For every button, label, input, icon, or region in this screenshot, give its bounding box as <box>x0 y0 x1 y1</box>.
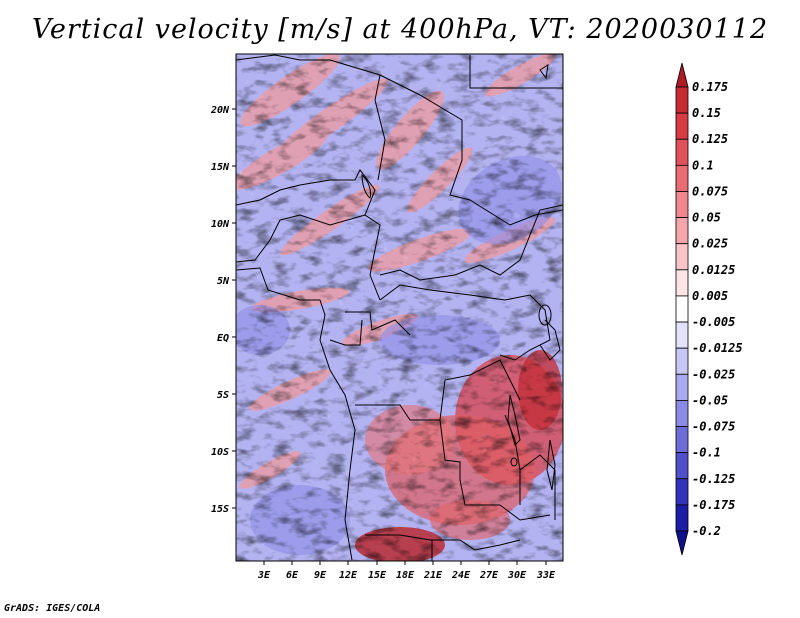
lon-label: 30E <box>507 570 527 581</box>
colorbar-label: -0.1 <box>692 446 721 460</box>
lat-label: 20N <box>210 105 230 116</box>
colorbar-label: 0.0125 <box>692 263 735 277</box>
colorbar-arrow-bottom <box>675 530 689 556</box>
colorbar-swatch <box>675 86 689 114</box>
colorbar-swatch <box>675 112 689 140</box>
colorbar-label: 0.15 <box>692 106 721 120</box>
lon-label: 15E <box>368 570 387 581</box>
colorbar-swatch <box>675 347 689 375</box>
velocity-field <box>236 54 563 561</box>
colorbar-arrow-top <box>675 62 689 88</box>
colorbar-label: -0.0125 <box>692 341 743 355</box>
lon-label: 9E <box>314 570 327 581</box>
colorbar-swatch <box>675 269 689 297</box>
lat-label: EQ <box>217 333 229 344</box>
colorbar-swatch <box>675 400 689 427</box>
colorbar-label: 0.1 <box>692 158 714 172</box>
colorbar-swatch <box>675 243 689 271</box>
colorbar-swatch <box>675 426 689 454</box>
colorbar-swatch <box>675 373 689 401</box>
map-frame <box>235 53 564 562</box>
lon-label: 18E <box>396 570 415 581</box>
colorbar-label: -0.025 <box>692 367 735 381</box>
lat-label: 10N <box>211 219 230 230</box>
lon-label: 6E <box>286 570 299 581</box>
colorbar-swatch <box>675 217 689 245</box>
colorbar-label: 0.075 <box>692 184 728 198</box>
lon-label: 21E <box>423 570 443 581</box>
lat-label: 5S <box>217 390 229 401</box>
colorbar-swatch <box>675 295 689 323</box>
lat-label: 10S <box>211 447 229 458</box>
colorbar-label: -0.175 <box>692 498 735 512</box>
colorbar-swatch <box>675 504 689 532</box>
lon-label: 33E <box>536 570 556 581</box>
colorbar-swatch <box>675 478 689 506</box>
country-borders <box>236 54 563 561</box>
colorbar-swatch <box>675 321 689 349</box>
colorbar: 0.175 0.15 0.125 0.1 0.075 0.05 0.025 0.0125 0.0… <box>675 62 743 556</box>
colorbar-label: -0.2 <box>692 524 721 538</box>
colorbar-label: 0.005 <box>692 289 728 303</box>
colorbar-label: -0.05 <box>692 393 728 407</box>
lakes <box>361 63 556 491</box>
lat-label: 15N <box>211 162 230 173</box>
longitude-labels: 3E 6E 9E 12E 15E 18E 21E 24E 27E 30E 33E <box>257 570 556 581</box>
colorbar-label: -0.075 <box>692 420 735 434</box>
colorbar-swatch <box>675 164 689 192</box>
lat-label: 5N <box>217 276 230 287</box>
figure-title: Vertical velocity [m/s] at 400hPa, VT: 2… <box>31 14 769 45</box>
colorbar-swatch <box>675 191 689 218</box>
lon-label: 3E <box>257 570 271 581</box>
colorbar-swatch <box>675 138 689 166</box>
colorbar-label: 0.05 <box>692 211 721 225</box>
colorbar-label: -0.005 <box>692 315 735 329</box>
lat-label: 15S <box>211 504 229 515</box>
latitude-labels: 20N 15N 10N 5N EQ 5S 10S 15S <box>210 105 230 515</box>
axis-ticks <box>232 108 547 565</box>
lon-label: 27E <box>479 570 499 581</box>
colorbar-label: 0.025 <box>692 237 728 251</box>
colorbar-label: 0.175 <box>692 80 728 94</box>
colorbar-swatch <box>675 452 689 480</box>
grads-credit: GrADS: IGES/COLA <box>4 603 101 614</box>
lon-label: 12E <box>339 570 358 581</box>
colorbar-label: 0.125 <box>692 132 728 146</box>
colorbar-label: -0.125 <box>692 472 735 486</box>
lon-label: 24E <box>451 570 471 581</box>
